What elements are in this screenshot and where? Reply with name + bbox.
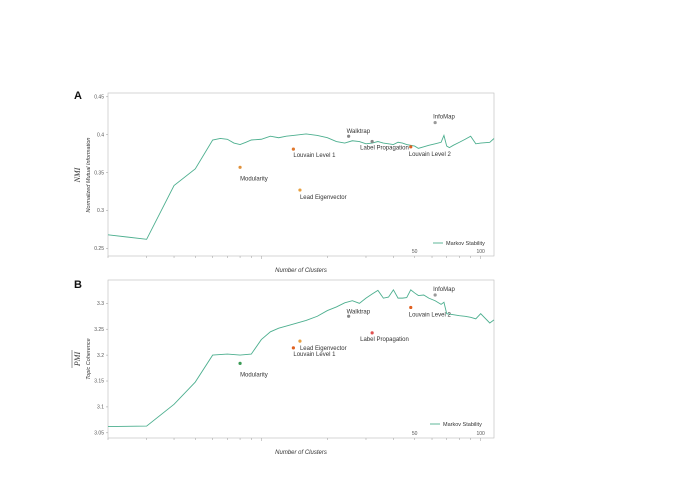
y-ticks: 0.25 0.3 0.35 0.4 0.45 [94, 94, 108, 252]
method-point [370, 331, 374, 335]
y-axis-symbol-group: PMI [71, 350, 82, 368]
series-line-markov-stability [107, 133, 495, 240]
legend-label: Markov Stability [446, 241, 485, 247]
x-tick-label: 100 [477, 431, 486, 437]
y-tick-label: 0.4 [97, 132, 104, 138]
x-ticks: 50 100 [107, 249, 486, 259]
method-point [298, 188, 302, 192]
panel-label: A [74, 90, 82, 102]
method-point [238, 361, 242, 366]
method-point-label: Label Propagation [360, 337, 409, 343]
y-tick-label: 3.1 [97, 405, 104, 411]
legend: Markov Stability [433, 241, 485, 247]
x-ticks: 50 100 [107, 431, 486, 441]
x-axis-label: Number of Clusters [275, 268, 327, 274]
method-point [370, 139, 374, 144]
legend-label: Markov Stability [443, 422, 482, 428]
method-point-label: Walktrap [347, 309, 371, 315]
method-point-label: Lead Eigenvector [300, 346, 347, 352]
method-point-label: Walktrap [347, 129, 371, 135]
method-point-label: Louvain Level 2 [409, 312, 452, 318]
panel-label: B [74, 279, 82, 291]
x-tick-label: 50 [412, 249, 418, 255]
x-tick-label: 50 [412, 431, 418, 437]
method-point [298, 339, 302, 343]
y-tick-label: 3.15 [94, 379, 104, 385]
y-tick-label: 3.2 [97, 353, 104, 359]
method-point-label: InfoMap [433, 115, 455, 121]
panel-a: A 0.25 0.3 0.35 0.4 0.45 50 100 Modularity Lou… [73, 90, 495, 274]
y-axis-symbol: PMI [73, 352, 82, 368]
method-point-label: Louvain Level 1 [293, 153, 336, 159]
y-tick-label: 0.35 [94, 170, 104, 176]
method-point [291, 147, 295, 151]
x-tick-label: 100 [477, 249, 486, 255]
method-point [238, 165, 242, 169]
y-ticks: 3.05 3.1 3.15 3.2 3.25 3.3 [94, 301, 108, 437]
method-point [347, 314, 351, 318]
y-tick-label: 3.3 [97, 301, 104, 307]
method-point-label: Modularity [240, 372, 268, 378]
y-axis-symbol: NMI [73, 167, 82, 183]
method-point [433, 120, 437, 125]
method-point [409, 145, 413, 149]
method-point-label: Louvain Level 1 [293, 352, 336, 358]
y-axis-label: Normalized Mutual Information [86, 138, 92, 213]
series-line-markov-stability [107, 288, 495, 428]
plot-frame [107, 279, 495, 439]
plot-frame [107, 92, 495, 257]
method-point [409, 305, 413, 310]
y-tick-label: 3.05 [94, 431, 104, 437]
legend: Markov Stability [430, 422, 482, 428]
y-tick-label: 0.25 [94, 246, 104, 252]
method-point-label: Lead Eigenvector [300, 195, 347, 201]
y-axis-label: Topic Coherence [86, 338, 92, 379]
x-axis-label: Number of Clusters [275, 450, 327, 456]
y-tick-label: 3.25 [94, 327, 104, 333]
method-point-label: InfoMap [433, 287, 455, 293]
method-point-label: Label Propagation [360, 146, 409, 152]
method-point [347, 134, 351, 138]
method-point [291, 346, 295, 350]
method-point-label: Modularity [240, 176, 268, 182]
method-point [433, 293, 437, 297]
panel-b: B 3.05 3.1 3.15 3.2 3.25 3.3 50 100 Modularity… [71, 279, 495, 456]
method-points: Modularity Louvain Level 1 Lead Eigenvecto… [238, 115, 455, 201]
y-tick-label: 0.3 [97, 208, 104, 214]
method-point-label: Louvain Level 2 [409, 152, 452, 158]
y-tick-label: 0.45 [94, 94, 104, 100]
